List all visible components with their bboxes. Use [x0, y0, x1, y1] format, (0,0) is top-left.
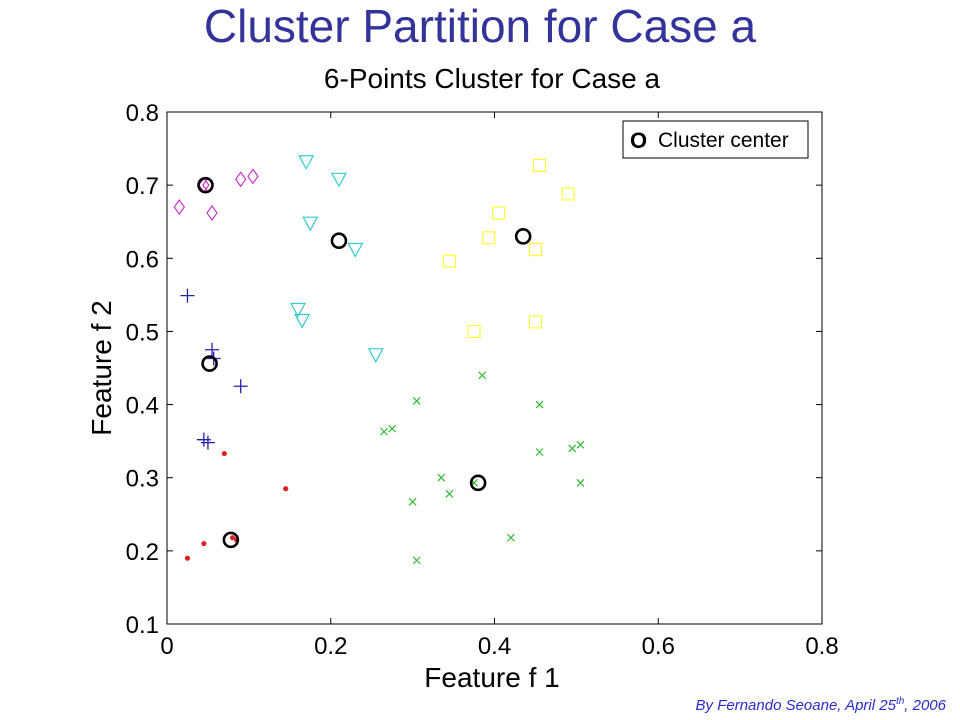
data-point-triangle: [302, 216, 319, 232]
x-axis-label: Feature f 1: [424, 662, 559, 693]
credit-superscript: th: [895, 696, 905, 707]
plot-area: [166, 111, 823, 625]
x-tick-label: 0.6: [642, 633, 675, 660]
data-point-triangle: [367, 348, 384, 364]
cluster-center: [201, 355, 218, 372]
legend-marker: O: [630, 128, 647, 153]
data-point-diamond: [206, 204, 218, 221]
data-point-x: [412, 396, 421, 405]
author-credit: By Fernando Seoane, April 25th, 2006: [696, 696, 946, 714]
x-tick-label: 0.8: [805, 633, 838, 660]
data-point-plus: [233, 379, 248, 394]
data-point-plus: [180, 288, 195, 303]
x-tick-label: 0: [160, 633, 173, 660]
data-point-x: [388, 424, 397, 433]
data-point-triangle: [347, 242, 364, 258]
y-tick-label: 0.6: [126, 246, 159, 273]
data-point-dot: [229, 535, 236, 541]
data-point-plus: [205, 342, 220, 357]
data-point-dot: [283, 486, 289, 492]
data-point-square: [561, 187, 575, 201]
data-point-triangle: [298, 155, 315, 171]
data-point-triangle: [330, 172, 347, 188]
data-point-diamond: [173, 199, 186, 216]
chart-title: 6-Points Cluster for Case a: [324, 63, 661, 94]
legend-box: [622, 120, 809, 159]
data-point-x: [535, 400, 544, 409]
cluster-center: [197, 176, 214, 194]
data-point-plus: [200, 435, 215, 450]
data-point-x: [478, 371, 487, 380]
x-tick-label: 0.2: [314, 633, 347, 660]
y-axis-label: Feature f 2: [86, 300, 117, 435]
slide-title: Cluster Partition for Case a: [203, 0, 757, 52]
y-tick-label: 0.3: [126, 466, 159, 493]
data-point-square: [491, 206, 506, 220]
data-point-square: [442, 254, 457, 268]
data-point-plus: [196, 432, 211, 447]
y-tick-label: 0.5: [126, 319, 159, 346]
data-point-x: [568, 444, 577, 453]
data-point-x: [437, 473, 446, 482]
data-point-x: [506, 533, 515, 542]
data-point-triangle: [289, 302, 307, 318]
data-point-triangle: [294, 313, 311, 329]
credit-prefix: By Fernando Seoane, April 25: [695, 697, 896, 714]
data-point-x: [408, 497, 417, 506]
data-point-x: [535, 448, 544, 457]
data-point-dot: [184, 555, 191, 561]
credit-suffix: , 2006: [904, 697, 946, 714]
data-point-dot: [221, 450, 227, 457]
cluster-center: [330, 232, 348, 250]
y-tick-label: 0.4: [126, 393, 159, 420]
data-point-x: [576, 440, 585, 449]
data-point-x: [412, 556, 421, 565]
data-point-x: [445, 489, 454, 498]
cluster-center: [469, 474, 487, 492]
data-point-square: [528, 315, 543, 329]
y-tick-label: 0.1: [126, 612, 159, 639]
data-point-dot: [201, 540, 207, 547]
data-point-square: [467, 324, 481, 339]
legend: O Cluster center: [622, 120, 809, 159]
data-point-x: [380, 427, 388, 436]
data-point-square: [532, 158, 547, 172]
data-point-square: [528, 242, 543, 257]
y-tick-label: 0.7: [126, 173, 159, 200]
cluster-center: [222, 531, 240, 549]
data-point-square: [482, 231, 496, 245]
y-tick-label: 0.8: [126, 100, 159, 127]
data-point-diamond: [247, 168, 259, 185]
data-point-x: [576, 478, 585, 487]
x-tick-label: 0.4: [478, 633, 511, 660]
data-point-diamond: [234, 171, 247, 188]
cluster-center: [514, 228, 532, 245]
y-tick-label: 0.2: [126, 539, 159, 566]
legend-label: Cluster center: [658, 129, 789, 152]
